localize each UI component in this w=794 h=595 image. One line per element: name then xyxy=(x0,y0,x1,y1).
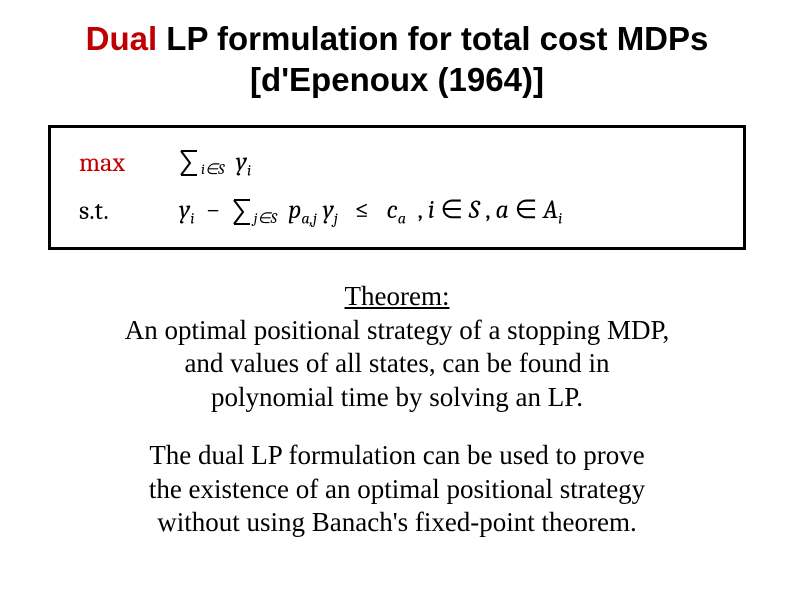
obj-var-sub: i xyxy=(247,161,251,180)
title-dual: Dual xyxy=(86,20,158,57)
c-y2: y xyxy=(323,195,334,225)
title-line2: [d'Epenoux (1964)] xyxy=(250,61,544,98)
c-minus: − xyxy=(206,195,220,225)
constraint-expression: yi − j∈S pa,j yj ≤ ca , i ∈ S , a ∈ Ai xyxy=(179,190,562,233)
lp-objective-row: max i∈S yi xyxy=(79,142,723,185)
sigma-subscript-constr: j∈S xyxy=(254,207,277,230)
dual-note-line3: without using Banach's fixed-point theor… xyxy=(157,507,637,537)
slide-title: Dual LP formulation for total cost MDPs … xyxy=(30,18,764,101)
dual-note-block: The dual LP formulation can be used to p… xyxy=(70,439,724,540)
obj-var: y xyxy=(236,147,247,177)
c-cond2-pre: , xyxy=(485,195,495,225)
sigma-icon-constr: j∈S xyxy=(232,198,277,226)
objective-expression: i∈S yi xyxy=(179,142,251,185)
c-p: p xyxy=(288,195,301,225)
dual-note-line2: the existence of an optimal positional s… xyxy=(149,474,645,504)
theorem-line1: An optimal positional strategy of a stop… xyxy=(125,315,669,345)
sigma-subscript-obj: i∈S xyxy=(201,158,224,181)
c-cond2-A-sub: i xyxy=(558,210,562,229)
theorem-block: Theorem: An optimal positional strategy … xyxy=(70,280,724,415)
theorem-line2: and values of all states, can be found i… xyxy=(184,348,609,378)
c-cond1-pre: , xyxy=(418,195,428,225)
slide: Dual LP formulation for total cost MDPs … xyxy=(0,0,794,595)
c-y1: y xyxy=(179,195,190,225)
c-p-sub: a,j xyxy=(301,210,317,229)
dual-note-line1: The dual LP formulation can be used to p… xyxy=(149,440,644,470)
theorem-heading: Theorem: xyxy=(345,281,450,311)
c-y1-sub: i xyxy=(190,210,194,229)
c-cond2-a: a xyxy=(496,195,509,225)
c-leq: ≤ xyxy=(355,195,369,225)
c-c: c xyxy=(387,195,398,225)
title-rest-line1: LP formulation for total cost MDPs xyxy=(157,20,708,57)
c-cond1-S: S xyxy=(469,195,480,225)
c-y2-sub: j xyxy=(334,210,338,229)
lp-formulation-box: max i∈S yi s.t. yi − xyxy=(48,125,746,250)
theorem-line3: polynomial time by solving an LP. xyxy=(211,382,583,412)
c-cond1-in: ∈ xyxy=(435,195,469,225)
max-label: max xyxy=(79,143,149,183)
st-label: s.t. xyxy=(79,191,149,231)
lp-constraint-row: s.t. yi − j∈S pa,j yj ≤ ca , i ∈ S , a xyxy=(79,190,723,233)
sigma-icon: i∈S xyxy=(179,149,224,177)
c-cond2-A: A xyxy=(543,195,558,225)
c-c-sub: a xyxy=(398,210,406,229)
c-cond2-in: ∈ xyxy=(509,195,543,225)
c-cond1-i: i xyxy=(428,195,435,225)
